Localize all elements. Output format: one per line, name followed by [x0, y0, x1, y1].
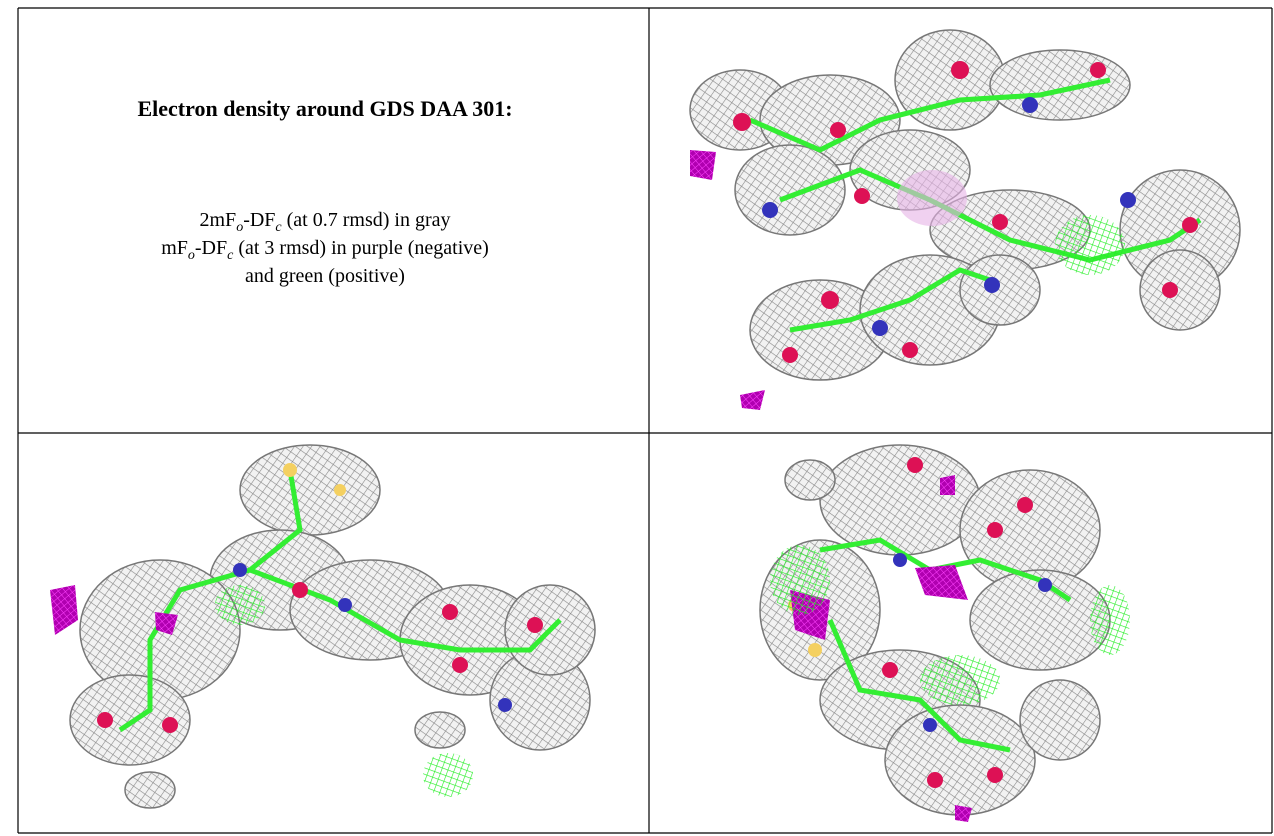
caption-line: 2mFo-DFc (at 0.7 rmsd) in gray	[200, 209, 451, 235]
caption-text: and green (positive)	[245, 265, 405, 287]
subscript: c	[227, 248, 234, 263]
density-image-2	[50, 444, 596, 809]
caption-text: -DF	[195, 237, 227, 259]
caption-text: (at 0.7 rmsd) in gray	[282, 209, 451, 231]
subscript: c	[275, 220, 282, 235]
caption-line: mFo-DFc (at 3 rmsd) in purple (negative)	[161, 237, 489, 263]
table-borders	[17, 7, 1273, 834]
subscript: o	[188, 248, 195, 263]
caption-text: -DF	[243, 209, 275, 231]
density-image-1	[689, 29, 1241, 410]
density-image-3	[759, 444, 1130, 822]
caption-text: (at 3 rmsd) in purple (negative)	[233, 237, 488, 259]
caption-title: Electron density around GDS DAA 301:	[137, 96, 512, 121]
caption-line: and green (positive)	[245, 265, 405, 287]
caption-text: 2mF	[200, 209, 237, 231]
caption-text: mF	[161, 237, 188, 259]
subscript: o	[236, 220, 243, 235]
